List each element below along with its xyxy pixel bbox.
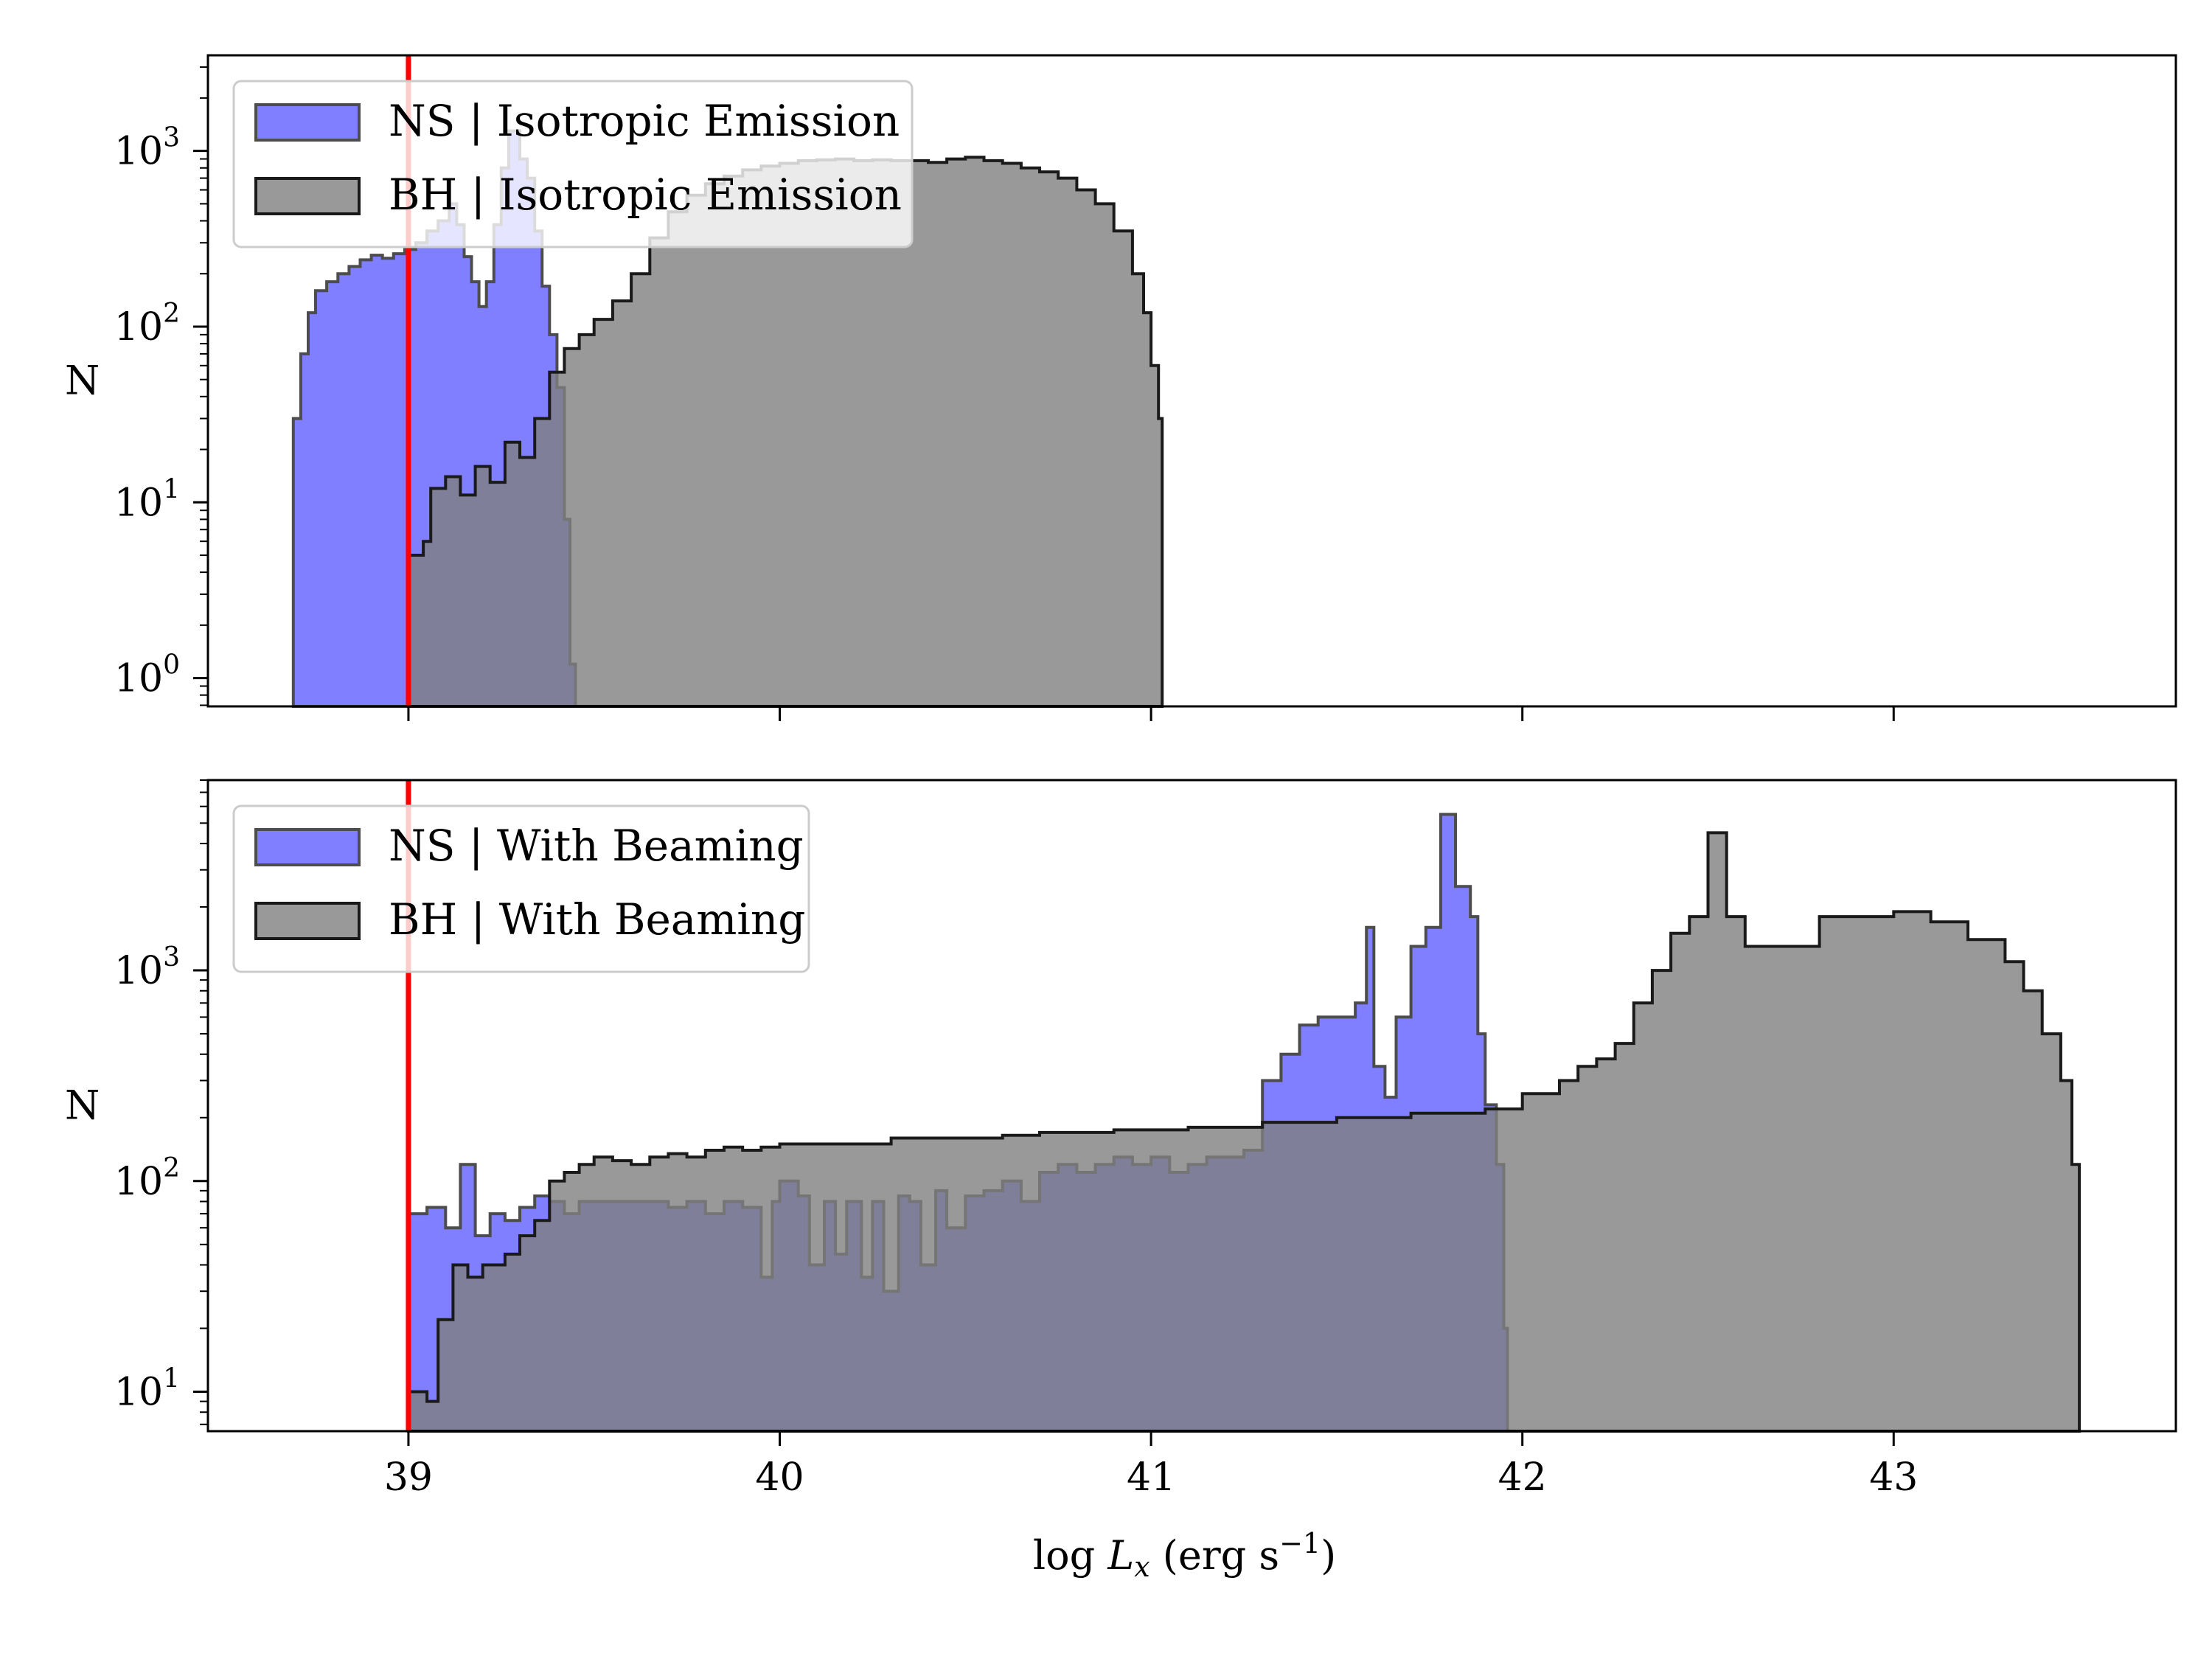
bot-legend-swatch-1 bbox=[254, 902, 361, 940]
x-tick-label-3: 42 bbox=[1498, 1455, 1547, 1500]
top-legend-swatch-0 bbox=[254, 103, 361, 142]
x-axis-label-var: L bbox=[1107, 1532, 1134, 1579]
x-axis-label-unit-open: (erg s bbox=[1150, 1532, 1279, 1579]
top-axes-frame bbox=[206, 54, 2177, 708]
x-axis-label-unit-close: ) bbox=[1321, 1532, 1336, 1579]
bottom-y-axis-label: N bbox=[65, 1082, 100, 1129]
top-legend: NS | Isotropic Emission BH | Isotropic Em… bbox=[232, 80, 914, 248]
top-y-tick-label-2: 102 bbox=[114, 299, 180, 349]
x-axis-label-prefix: log bbox=[1033, 1532, 1108, 1579]
bottom-axes-frame bbox=[206, 779, 2177, 1433]
bottom-y-ticks: 101 102 103 bbox=[114, 779, 208, 1425]
bot-y-tick-label-2: 103 bbox=[114, 942, 180, 993]
x-axis-label-sub: x bbox=[1134, 1551, 1150, 1583]
top-y-tick-label-0: 100 bbox=[114, 650, 180, 701]
bot-legend-box bbox=[232, 804, 810, 973]
bot-legend-label-1: BH | With Beaming bbox=[389, 894, 805, 945]
x-tick-label-2: 41 bbox=[1127, 1455, 1175, 1500]
top-panel: 100 101 102 103 N NS | Isotropic Emission BH… bbox=[65, 54, 2177, 721]
x-tick-label-0: 39 bbox=[384, 1455, 433, 1500]
bottom-series-group bbox=[406, 813, 2081, 1433]
bottom-panel: 39 40 41 42 43 101 102 103 N NS | With Beaming… bbox=[65, 779, 2177, 1583]
top-y-ticks: 100 101 102 103 bbox=[114, 66, 208, 706]
bot-legend-label-0: NS | With Beaming bbox=[389, 821, 804, 871]
x-tick-label-1: 40 bbox=[755, 1455, 804, 1500]
top-legend-label-0: NS | Isotropic Emission bbox=[389, 96, 900, 146]
bottom-legend: NS | With Beaming BH | With Beaming bbox=[232, 804, 810, 973]
top-x-ticks bbox=[407, 706, 1895, 721]
bot-legend-swatch-0 bbox=[254, 828, 361, 866]
top-y-tick-label-1: 101 bbox=[114, 474, 180, 525]
top-legend-swatch-1 bbox=[254, 177, 361, 215]
top-legend-box bbox=[232, 80, 914, 248]
bot-y-tick-label-1: 102 bbox=[114, 1153, 180, 1204]
x-axis-label-sup: −1 bbox=[1279, 1527, 1321, 1559]
bot-y-tick-label-0: 101 bbox=[114, 1364, 180, 1415]
top-legend-label-1: BH | Isotropic Emission bbox=[389, 170, 902, 220]
top-y-axis-label: N bbox=[65, 358, 100, 404]
bottom-x-ticks: 39 40 41 42 43 bbox=[384, 1431, 1918, 1500]
x-axis-label: log Lx (erg s−1) bbox=[1033, 1527, 1336, 1583]
top-y-tick-label-3: 103 bbox=[114, 123, 180, 174]
bot-series-1-histogram bbox=[406, 831, 2081, 1433]
x-tick-label-4: 43 bbox=[1869, 1455, 1918, 1500]
